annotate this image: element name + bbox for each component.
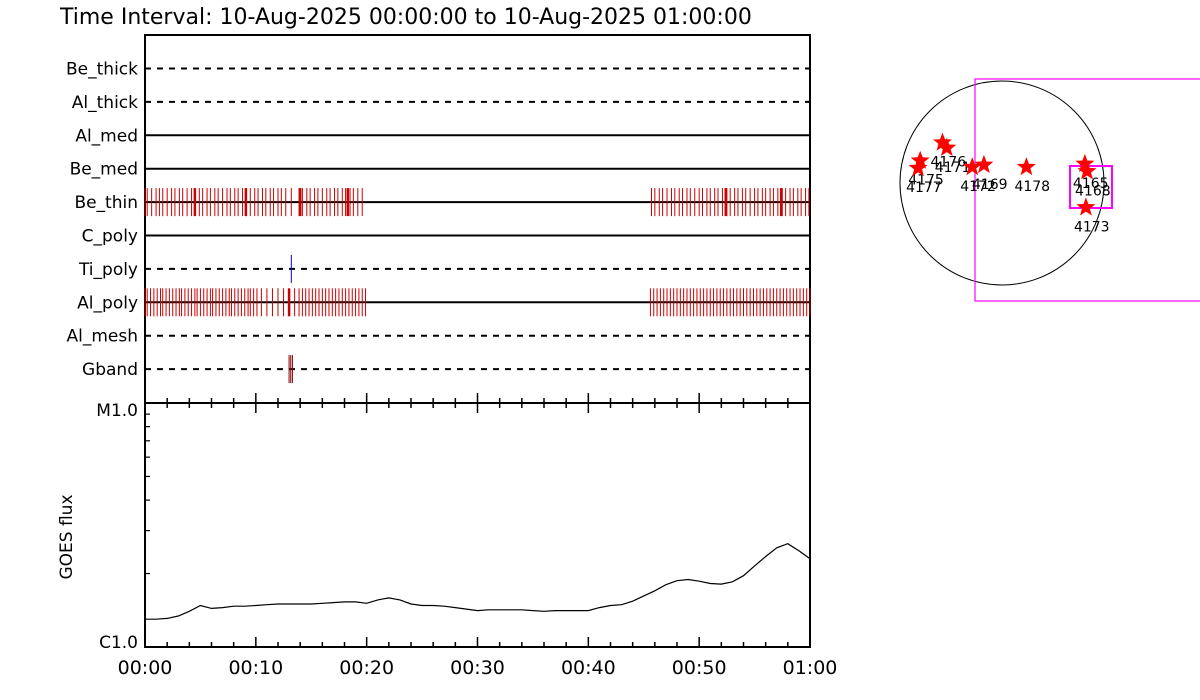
region-marker	[962, 157, 982, 176]
region-label: 4173	[1074, 219, 1110, 235]
region-marker	[908, 158, 928, 177]
channel-label: Al_med	[75, 126, 138, 146]
channel-label: Be_thick	[66, 60, 138, 80]
region-marker	[910, 150, 930, 169]
x-tick-label: 00:20	[339, 657, 394, 679]
y-tick-label-top: M1.0	[96, 401, 138, 421]
region-label: 4165	[1073, 176, 1109, 192]
region-label: 4171	[935, 160, 971, 176]
region-label: 4177	[906, 180, 942, 196]
region-label: 4176	[931, 155, 967, 171]
x-tick-label: 00:00	[118, 657, 173, 679]
channel-label: Al_mesh	[66, 327, 138, 347]
channel-rows: Be_thick Al_thick Al_med Be_med Be_thin C_pol…	[66, 60, 811, 384]
x-tick-label: 00:30	[450, 657, 505, 679]
channel-row-al_poly: Al_poly	[77, 288, 811, 317]
channel-row-al_mesh: Al_mesh	[66, 327, 810, 347]
region-marker	[1075, 153, 1095, 172]
x-tick-label: 00:50	[672, 657, 727, 679]
channel-label: Be_thin	[74, 193, 138, 213]
region-marker	[1077, 161, 1097, 180]
x-tick-label: 00:40	[561, 657, 616, 679]
region-marker	[974, 154, 994, 173]
region-label: 4175	[908, 173, 944, 189]
region-label: 4169	[972, 177, 1008, 193]
x-tick-labels: 00:00 00:10 00:20 00:30 00:40 00:50 01:00	[118, 657, 838, 679]
region-label: 4172	[960, 179, 996, 195]
channel-row-c_poly: C_poly	[82, 227, 810, 247]
channel-label: C_poly	[82, 227, 138, 247]
region-label: 4178	[1014, 179, 1050, 195]
channel-label: Gband	[82, 360, 138, 380]
channel-label: Al_poly	[77, 293, 138, 313]
timeline-frame	[144, 34, 811, 404]
channel-row-gband: Gband	[82, 355, 810, 384]
goes-flux-panel: M1.0 C1.0 GOES flux 00:00 00:10 00:20 00:30…	[57, 393, 837, 679]
instrument-timeline-panel: Be_thick Al_thick Al_med Be_med Be_thin C_pol…	[66, 34, 811, 404]
channel-row-be_thick: Be_thick	[66, 60, 810, 80]
x-tick-label: 01:00	[783, 657, 838, 679]
goes-flux-line	[145, 543, 811, 620]
y-axis-label: GOES flux	[57, 494, 77, 579]
region-label: 4168	[1075, 183, 1111, 199]
region-marker	[937, 137, 957, 156]
channel-row-al_med: Al_med	[75, 126, 810, 146]
goes-ticks	[144, 393, 811, 648]
channel-label: Ti_poly	[78, 260, 138, 280]
channel-row-al_thick: Al_thick	[72, 93, 810, 113]
channel-label: Al_thick	[72, 93, 138, 113]
figure-title: Time Interval: 10-Aug-2025 00:00:00 to 1…	[59, 5, 752, 30]
channel-row-ti_poly: Ti_poly	[78, 254, 810, 283]
channel-row-be_med: Be_med	[70, 160, 810, 180]
channel-label: Be_med	[70, 160, 138, 180]
y-tick-label-bottom: C1.0	[99, 633, 138, 653]
region-marker	[1076, 197, 1096, 216]
x-tick-label: 00:10	[228, 657, 283, 679]
solar-disk	[899, 80, 1105, 286]
detail-box	[1069, 165, 1113, 209]
region-marker	[1016, 157, 1036, 176]
field-of-view-box	[974, 78, 1200, 302]
region-marker	[933, 132, 952, 151]
channel-row-be_thin: Be_thin	[74, 188, 810, 217]
